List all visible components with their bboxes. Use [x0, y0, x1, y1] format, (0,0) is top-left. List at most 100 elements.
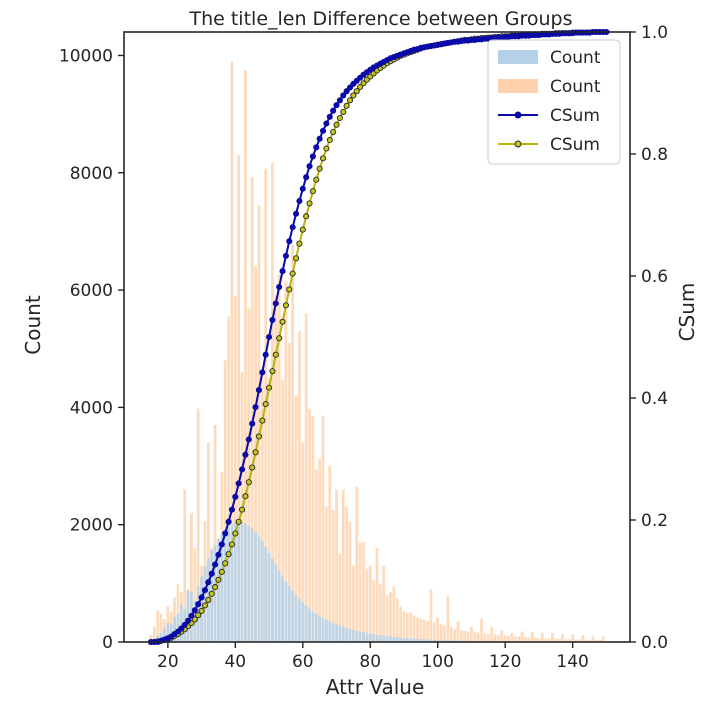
x-tick-label-100: 100 — [421, 652, 453, 672]
cumsum-point-1-64 — [314, 145, 319, 150]
cumsum-point-1-26 — [185, 618, 190, 623]
y-tick-label-8000: 8000 — [70, 164, 113, 184]
bar-series2-81 — [372, 580, 375, 642]
bar-series1-77 — [359, 631, 362, 642]
cumsum-point-1-71 — [337, 98, 342, 103]
cumsum-point-1-41 — [236, 481, 241, 486]
cumsum-point-1-34 — [212, 562, 217, 567]
bar-series2-109 — [467, 631, 470, 642]
bar-series1-70 — [335, 624, 338, 642]
cumsum-point-1-30 — [199, 595, 204, 600]
cumsum-point-1-61 — [304, 175, 309, 180]
bar-series1-75 — [352, 630, 355, 642]
bar-series2-99 — [433, 623, 436, 642]
bar-series2-86 — [389, 592, 392, 642]
bar-series1-54 — [281, 576, 284, 642]
cumsum-point-1-27 — [189, 613, 194, 618]
cumsum-point-2-32 — [206, 597, 211, 602]
cumsum-point-2-50 — [266, 385, 271, 390]
bar-series1-84 — [382, 636, 385, 642]
cumsum-point-1-46 — [253, 405, 258, 410]
cumsum-point-2-35 — [216, 577, 221, 582]
cumsum-point-2-55 — [283, 303, 288, 308]
cumsum-point-2-31 — [202, 603, 207, 608]
bar-series1-49 — [264, 547, 267, 642]
cumsum-point-1-58 — [293, 211, 298, 216]
x-tick-label-40: 40 — [224, 652, 246, 672]
cumsum-point-2-61 — [304, 214, 309, 219]
bar-series1-44 — [247, 526, 250, 642]
bar-series1-36 — [220, 535, 223, 642]
cumsum-point-2-54 — [280, 319, 285, 324]
bar-series2-68 — [328, 466, 331, 642]
bar-series1-74 — [349, 629, 352, 642]
cumsum-point-1-69 — [331, 108, 336, 113]
bar-series2-131 — [541, 633, 544, 642]
y-tick-label-0: 0 — [102, 633, 113, 653]
bar-series2-74 — [349, 522, 352, 642]
cumsum-point-2-60 — [300, 227, 305, 232]
bar-series2-105 — [453, 629, 456, 642]
bar-series2-146 — [592, 636, 595, 642]
cumsum-point-2-71 — [337, 115, 342, 120]
bar-series2-95 — [419, 619, 422, 642]
cumsum-point-2-44 — [246, 480, 251, 485]
cumsum-point-2-59 — [297, 241, 302, 246]
bar-series2-70 — [335, 490, 338, 643]
y-tick-label-6000: 6000 — [70, 281, 113, 301]
cumsum-point-1-67 — [324, 121, 329, 126]
bar-series2-72 — [342, 490, 345, 643]
cumsum-point-1-32 — [206, 580, 211, 585]
cumsum-point-1-40 — [233, 494, 238, 499]
cumsum-point-1-62 — [307, 164, 312, 169]
cumsum-point-2-45 — [250, 465, 255, 470]
bar-series2-69 — [332, 510, 335, 642]
cumsum-point-2-74 — [347, 98, 352, 103]
bar-series2-113 — [480, 619, 483, 642]
bar-series2-119 — [500, 630, 503, 642]
bar-series2-91 — [406, 613, 409, 642]
cumsum-point-1-47 — [256, 387, 261, 392]
bar-series2-107 — [460, 630, 463, 642]
cumsum-point-1-53 — [277, 284, 282, 289]
bar-series1-66 — [322, 618, 325, 642]
cumsum-point-2-73 — [344, 103, 349, 108]
bar-series2-149 — [602, 636, 605, 642]
bar-series2-104 — [450, 627, 453, 642]
cumsum-point-1-37 — [223, 531, 228, 536]
bar-series1-72 — [342, 627, 345, 642]
bar-series2-96 — [423, 620, 426, 642]
bar-series2-137 — [561, 634, 564, 642]
cumsum-point-1-56 — [287, 239, 292, 244]
cumsum-point-2-36 — [219, 569, 224, 574]
cumsum-point-2-53 — [277, 336, 282, 341]
bar-series2-123 — [514, 636, 517, 642]
cumsum-point-1-35 — [216, 552, 221, 557]
cumsum-point-2-72 — [341, 109, 346, 114]
bar-series2-89 — [399, 607, 402, 642]
bar-series1-80 — [369, 634, 372, 643]
cumsum-point-1-60 — [300, 186, 305, 191]
bar-series2-79 — [366, 569, 369, 642]
bar-series2-85 — [386, 595, 389, 642]
legend-swatch-2 — [498, 79, 538, 93]
cumsum-point-2-52 — [273, 352, 278, 357]
cumsum-point-1-29 — [196, 602, 201, 607]
cumsum-point-1-68 — [327, 114, 332, 119]
bar-series2-125 — [521, 631, 524, 642]
cumsum-point-1-63 — [310, 154, 315, 159]
bar-series2-101 — [440, 624, 443, 642]
bar-series2-84 — [382, 566, 385, 642]
bar-series2-102 — [443, 626, 446, 642]
bar-series2-122 — [511, 633, 514, 642]
bar-series2-98 — [430, 589, 433, 642]
cumsum-point-2-64 — [314, 177, 319, 182]
bar-series2-106 — [457, 621, 460, 642]
legend-label-3: CSum — [550, 106, 600, 126]
bar-series2-92 — [409, 613, 412, 642]
bar-series2-93 — [413, 616, 416, 642]
cumsum-point-2-34 — [212, 585, 217, 590]
bar-series2-134 — [551, 633, 554, 642]
cumsum-point-1-54 — [280, 269, 285, 274]
bar-series2-114 — [484, 633, 487, 642]
